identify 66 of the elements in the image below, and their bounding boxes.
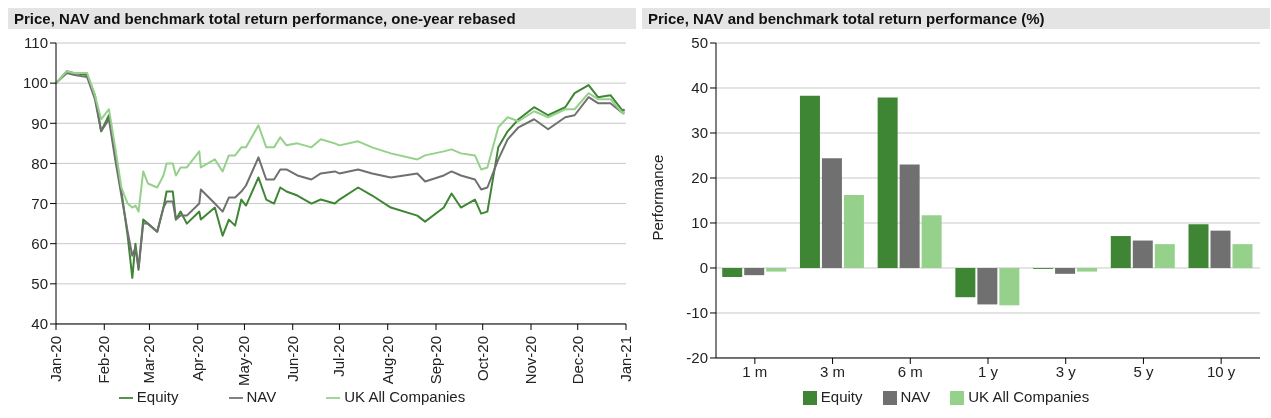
legend-label: NAV	[900, 387, 931, 405]
chart-title: Price, NAV and benchmark total return performance (%)	[642, 8, 1270, 29]
y-tick-label: 40	[691, 79, 708, 97]
x-tick-label: 5 y	[1133, 362, 1154, 380]
bar	[955, 267, 976, 298]
y-tick-label: 0	[699, 259, 708, 277]
bar	[999, 267, 1020, 306]
x-tick-label: Aug-20	[378, 335, 396, 385]
x-tick-label: Apr-20	[188, 335, 206, 381]
y-tick-label: 70	[31, 194, 48, 212]
y-tick-label: 50	[31, 275, 48, 293]
y-tick-label: 50	[691, 34, 708, 52]
x-tick-label: Jul-20	[330, 335, 348, 377]
bar	[877, 97, 898, 268]
bar	[1055, 267, 1076, 274]
bar	[899, 164, 920, 268]
y-tick-label: 30	[691, 124, 708, 142]
y-tick-label: 60	[31, 235, 48, 253]
x-tick-label: 3 y	[1055, 362, 1077, 380]
bar	[1210, 230, 1231, 268]
x-tick-label: Oct-20	[473, 335, 491, 381]
x-tick-label: Feb-20	[95, 335, 113, 384]
bar	[977, 267, 998, 305]
bar	[1154, 244, 1175, 268]
y-axis-title: Performance	[649, 154, 667, 241]
y-tick-label: 10	[691, 214, 708, 232]
y-tick-label: 90	[31, 114, 48, 132]
bar	[766, 267, 787, 272]
x-tick-label: 1 m	[742, 362, 768, 380]
line-series	[56, 70, 626, 213]
bar	[843, 195, 864, 268]
bar	[1110, 236, 1131, 268]
y-tick-label: 40	[31, 315, 48, 333]
x-tick-label: Nov-20	[522, 335, 539, 385]
x-tick-label: May-20	[235, 335, 253, 386]
legend-label: UK All Companies	[968, 387, 1090, 405]
y-tick-label: 100	[22, 74, 48, 92]
chart-title: Price, NAV and benchmark total return performance, one-year rebased	[8, 8, 636, 29]
legend-label: UK All Companies	[344, 387, 466, 405]
y-tick-label: 20	[691, 169, 708, 187]
x-tick-label: 6 m	[897, 362, 923, 380]
x-tick-label: Sep-20	[427, 335, 444, 385]
legend-label: Equity	[820, 387, 863, 405]
x-tick-label: 10 y	[1206, 362, 1236, 380]
bar	[722, 267, 743, 277]
bar	[799, 95, 820, 268]
bar	[821, 158, 842, 268]
legend-label: Equity	[136, 387, 179, 405]
x-tick-label: Mar-20	[140, 335, 158, 384]
bar	[921, 215, 942, 268]
x-tick-label: 3 m	[820, 362, 846, 380]
x-tick-label: Dec-20	[568, 335, 586, 385]
x-tick-label: Jan-20	[47, 335, 64, 382]
bar	[1232, 244, 1253, 268]
y-tick-label: 80	[31, 154, 48, 172]
bar	[744, 267, 765, 276]
bar	[1188, 224, 1209, 268]
x-tick-label: Jun-20	[283, 335, 301, 382]
bar	[1077, 267, 1098, 272]
legend-label: NAV	[246, 387, 277, 405]
x-tick-label: Jan-21	[617, 335, 634, 382]
bar	[1132, 240, 1153, 268]
y-tick-label: -10	[686, 304, 708, 322]
y-tick-label: 110	[24, 34, 48, 52]
x-tick-label: 1 y	[977, 362, 999, 380]
y-tick-label: -20	[686, 349, 708, 367]
